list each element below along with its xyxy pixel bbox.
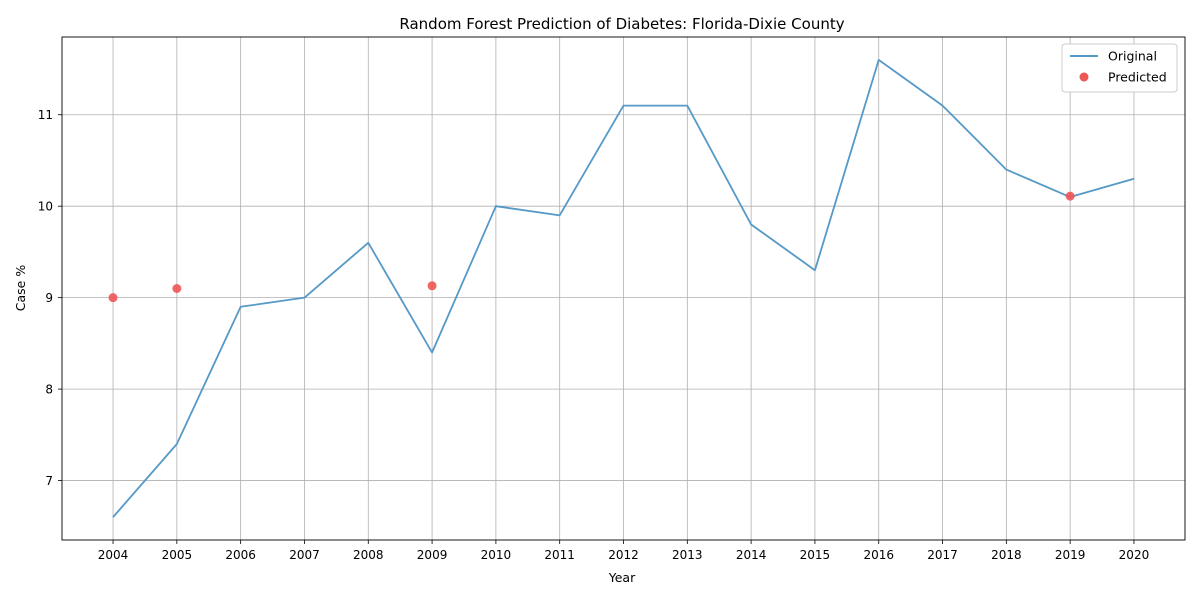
x-tick-label: 2019 bbox=[1055, 548, 1086, 562]
x-tick-label: 2020 bbox=[1119, 548, 1150, 562]
y-tick-label: 7 bbox=[45, 474, 53, 488]
x-tick-label: 2014 bbox=[736, 548, 767, 562]
legend-predicted-label: Predicted bbox=[1108, 70, 1167, 85]
x-tick-label: 2015 bbox=[800, 548, 831, 562]
predicted-point bbox=[1065, 191, 1075, 201]
plot-frame bbox=[61, 36, 1186, 541]
x-tick-label: 2018 bbox=[991, 548, 1022, 562]
x-tick-label: 2008 bbox=[353, 548, 384, 562]
x-tick-label: 2006 bbox=[225, 548, 256, 562]
legend-original-label: Original bbox=[1108, 49, 1157, 64]
x-tick-label: 2009 bbox=[417, 548, 448, 562]
tick-labels: 2004 2005 2006 2007 2008 2009 2010 2011 2012 2013… bbox=[38, 108, 1150, 562]
x-tick-label: 2012 bbox=[608, 548, 639, 562]
x-tick-label: 2013 bbox=[672, 548, 703, 562]
series-layer bbox=[108, 58, 1135, 518]
y-axis-label: Case % bbox=[13, 265, 28, 312]
legend: Original Predicted bbox=[1061, 43, 1178, 93]
x-tick-label: 2010 bbox=[481, 548, 512, 562]
x-tick-label: 2004 bbox=[98, 548, 129, 562]
axes bbox=[58, 36, 1186, 544]
y-tick-label: 10 bbox=[38, 200, 53, 214]
x-tick-label: 2005 bbox=[162, 548, 193, 562]
chart-title: Random Forest Prediction of Diabetes: Fl… bbox=[399, 15, 844, 33]
y-tick-label: 11 bbox=[38, 108, 53, 122]
x-tick-label: 2007 bbox=[289, 548, 320, 562]
y-tick-label: 9 bbox=[45, 291, 53, 305]
x-tick-label: 2016 bbox=[863, 548, 894, 562]
original-series-line bbox=[112, 58, 1135, 518]
x-tick-label: 2011 bbox=[544, 548, 575, 562]
y-tick-label: 8 bbox=[45, 383, 53, 397]
x-tick-label: 2017 bbox=[927, 548, 958, 562]
predicted-point bbox=[108, 293, 118, 303]
grid bbox=[62, 37, 1185, 540]
x-axis-label: Year bbox=[608, 570, 636, 585]
predicted-point bbox=[427, 281, 437, 291]
legend-predicted-swatch bbox=[1079, 72, 1089, 82]
predicted-point bbox=[172, 284, 182, 293]
